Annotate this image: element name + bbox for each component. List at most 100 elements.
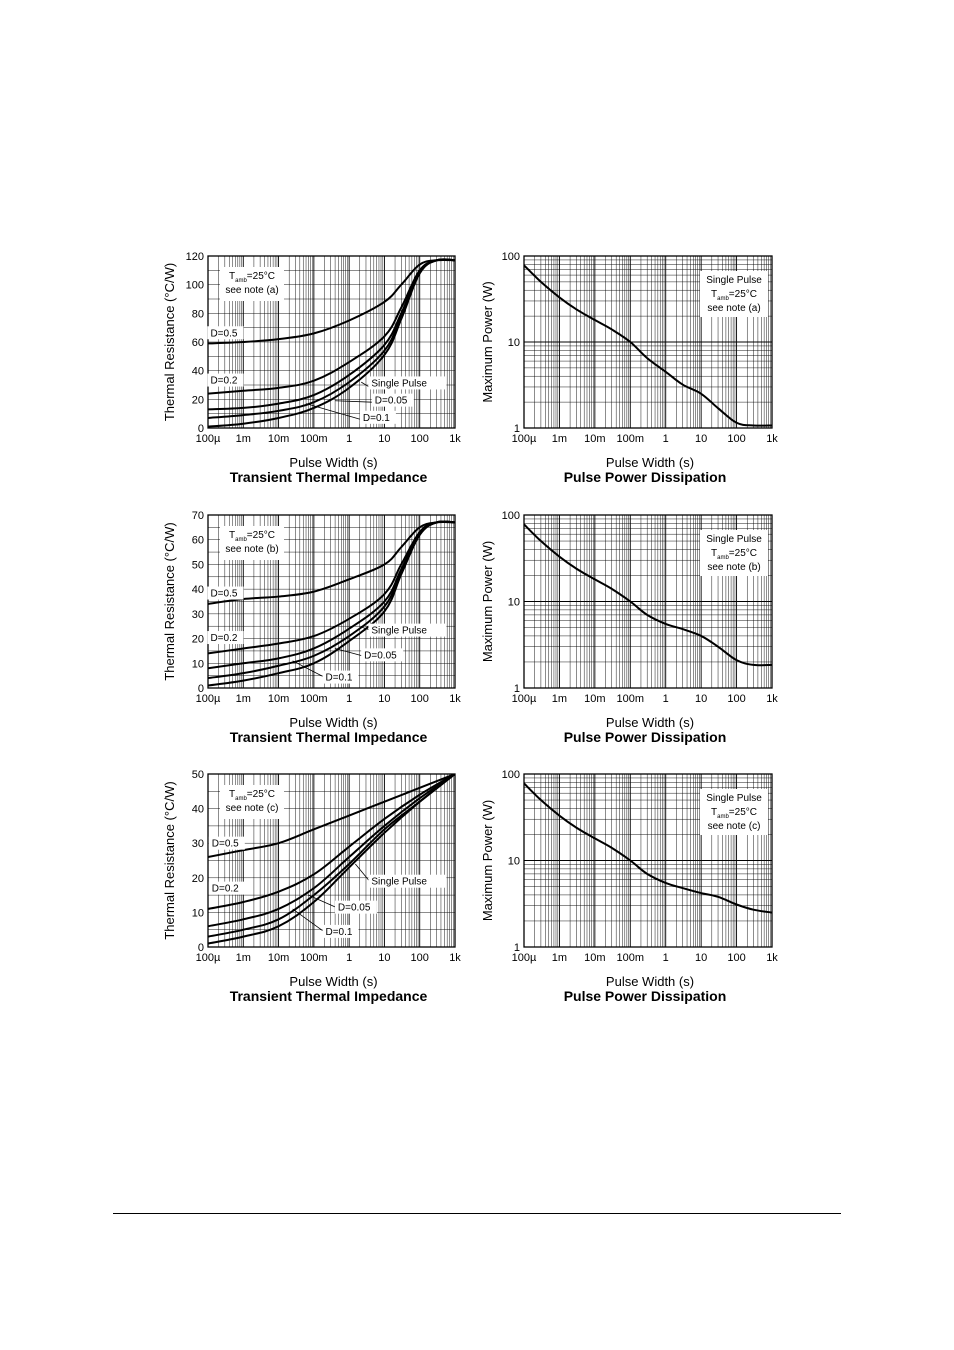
x-tick-label: 1m: [552, 693, 567, 705]
x-tick-label: 100: [411, 433, 429, 445]
legend-temperature: Tamb=25°C: [711, 289, 757, 302]
x-tick-label: 100: [411, 693, 429, 705]
legend-t-rest: =25°C: [729, 289, 757, 300]
curve-label-bg: [368, 874, 447, 888]
x-tick-label: 1: [346, 693, 352, 705]
plot-frame: [207, 255, 456, 429]
legend-temperature: Tamb=25°C: [229, 789, 275, 802]
chart-title: Pulse Power Dissipation: [564, 729, 727, 745]
y-tick-label: 0: [198, 942, 204, 954]
y-tick-label: 100: [502, 251, 520, 263]
chart-title: Transient Thermal Impedance: [230, 729, 428, 745]
chart-ppd_c: 100µ 1m 10m 100m 1 10 100 1k 1 10 100 Pulse Width (…: [480, 769, 778, 1004]
x-tick-label: 100m: [617, 693, 645, 705]
x-tick-label: 10: [378, 693, 390, 705]
leader-line: [361, 381, 369, 387]
curve-label-bg: [207, 631, 244, 645]
curve-label: D=0.05: [338, 903, 371, 914]
legend-bg: [220, 526, 284, 560]
x-tick-label: 10: [695, 952, 707, 964]
x-tick-label: 100m: [300, 693, 328, 705]
y-axis-label: Thermal Resistance (°C/W): [162, 522, 177, 680]
legend-title: Single Pulse: [706, 534, 762, 545]
x-tick-label: 1k: [766, 952, 778, 964]
legend-t: T: [711, 548, 717, 559]
y-axis-label: Maximum Power (W): [480, 281, 495, 402]
curve-label-bg: [368, 376, 447, 390]
x-tick-label: 10: [695, 433, 707, 445]
x-tick-label: 10: [378, 952, 390, 964]
y-tick-label: 20: [192, 634, 204, 646]
leader-line: [292, 660, 324, 678]
x-tick-label: 1k: [449, 433, 461, 445]
y-tick-label: 10: [192, 658, 204, 670]
x-tick-label: 1k: [449, 693, 461, 705]
legend-t-sub: amb: [235, 796, 247, 802]
legend-note: see note (b): [707, 562, 760, 573]
legend-bg: [700, 789, 768, 835]
y-tick-label: 30: [192, 609, 204, 621]
legend-temperature: Tamb=25°C: [229, 271, 275, 284]
curve-label-bg: [368, 623, 447, 637]
legend-note: see note (c): [708, 821, 761, 832]
curve-label-bg: [371, 393, 414, 407]
leader-line: [335, 400, 373, 403]
leader-line: [355, 863, 370, 882]
x-tick-label: 100µ: [196, 693, 221, 705]
chart-tti_c: 100µ 1m 10m 100m 1 10 100 1k 0 10 20 30 40 50 Pulse Wi…: [162, 769, 461, 1004]
y-tick-label: 40: [192, 366, 204, 378]
chart-title: Pulse Power Dissipation: [564, 988, 727, 1004]
y-tick-label: 20: [192, 873, 204, 885]
legend-title: Single Pulse: [706, 275, 762, 286]
leader-line: [308, 894, 337, 908]
leader-line: [292, 908, 324, 932]
curve-label: D=0.2: [210, 376, 237, 387]
curve-label-bg: [208, 836, 245, 850]
legend-t-rest: =25°C: [729, 548, 757, 559]
y-tick-label: 10: [192, 907, 204, 919]
series-line-d-0-1: [208, 774, 455, 928]
y-tick-label: 30: [192, 838, 204, 850]
y-tick-label: 100: [502, 769, 520, 781]
chart-title: Transient Thermal Impedance: [230, 988, 428, 1004]
y-tick-label: 0: [198, 683, 204, 695]
chart-ppd_b: 100µ 1m 10m 100m 1 10 100 1k 1 10 100 Pulse Width (…: [480, 510, 778, 745]
y-axis-label: Maximum Power (W): [480, 800, 495, 921]
curve-label-bg: [361, 648, 404, 662]
chart-title: Pulse Power Dissipation: [564, 469, 727, 485]
legend-temperature: Tamb=25°C: [711, 548, 757, 561]
x-axis-label: Pulse Width (s): [289, 715, 377, 730]
x-tick-label: 1m: [236, 433, 251, 445]
curve-label-bg: [322, 670, 359, 684]
legend-bg: [700, 530, 768, 576]
legend-t-rest: =25°C: [247, 789, 275, 800]
x-tick-label: 1k: [766, 693, 778, 705]
legend-t-sub: amb: [717, 555, 729, 561]
y-tick-label: 50: [192, 769, 204, 781]
curve-label: D=0.5: [212, 839, 239, 850]
plot-frame: [207, 514, 456, 689]
x-tick-label: 10m: [268, 693, 289, 705]
curve-label: Single Pulse: [371, 378, 427, 389]
plot-frame: [523, 773, 773, 948]
curve-label-bg: [359, 410, 396, 424]
x-tick-label: 1m: [552, 952, 567, 964]
series-line-power: [524, 523, 772, 667]
x-tick-label: 100µ: [512, 433, 537, 445]
curve-label-bg: [208, 881, 245, 895]
y-tick-label: 10: [508, 337, 520, 349]
legend-t-sub: amb: [235, 537, 247, 543]
x-tick-label: 100m: [300, 952, 328, 964]
y-tick-label: 20: [192, 394, 204, 406]
series-line-power: [524, 782, 772, 914]
x-axis-label: Pulse Width (s): [289, 974, 377, 989]
series-line-single-pulse: [208, 520, 455, 687]
legend-t-rest: =25°C: [247, 271, 275, 282]
legend-t: T: [711, 807, 717, 818]
chart-ppd_a: 100µ 1m 10m 100m 1 10 100 1k 1 10 100 Pulse Width (…: [480, 251, 778, 485]
legend-t-rest: =25°C: [247, 530, 275, 541]
y-tick-label: 60: [192, 535, 204, 547]
legend-bg: [220, 785, 284, 819]
y-tick-label: 1: [514, 942, 520, 954]
legend-t-rest: =25°C: [729, 807, 757, 818]
